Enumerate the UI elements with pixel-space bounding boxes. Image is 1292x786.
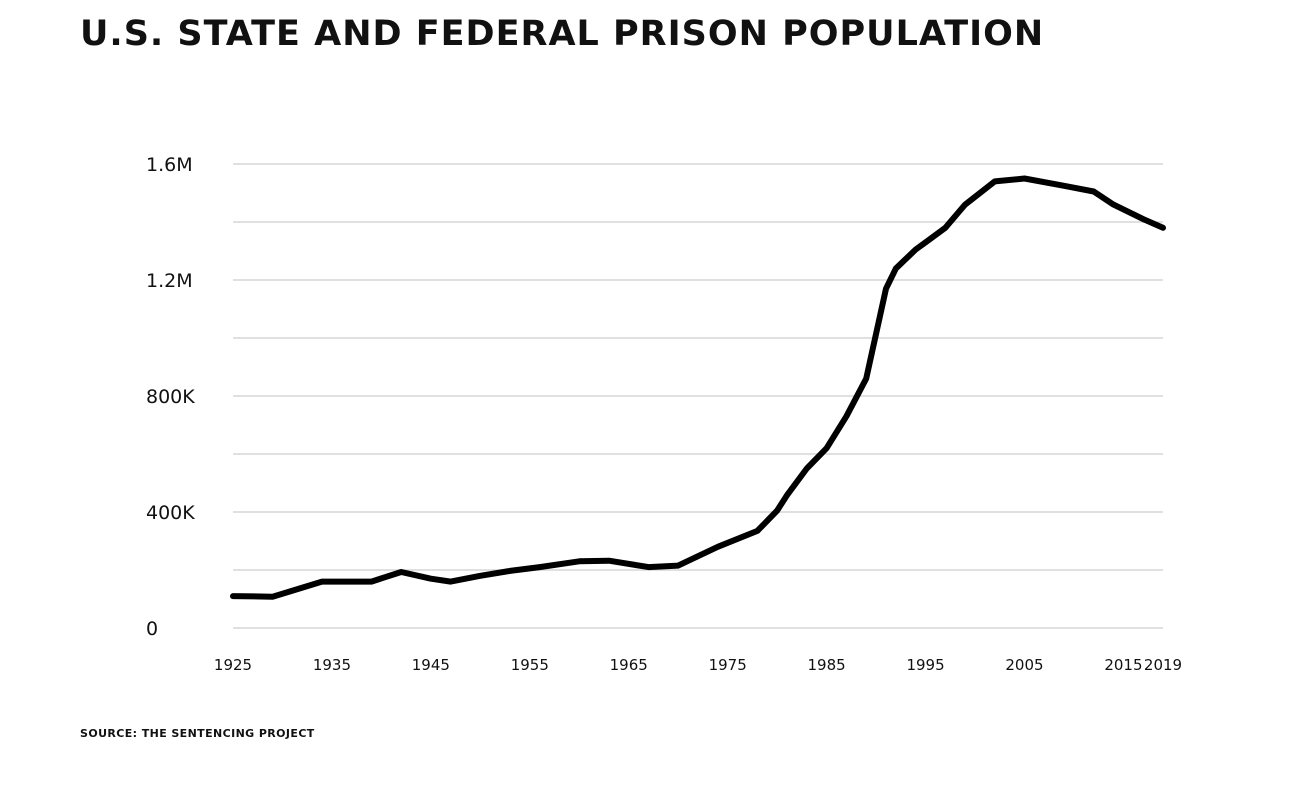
x-axis-ticks: 1925 1935 1945 1955 1965 1975 1985 1995 2005 2015… (214, 656, 1182, 674)
x-tick-label: 1935 (313, 656, 351, 674)
x-tick-label: 1965 (610, 656, 648, 674)
chart-title: U.S. STATE AND FEDERAL PRISON POPULATION (80, 14, 1045, 54)
y-tick-label: 1.6M (146, 154, 193, 176)
source-note: SOURCE: THE SENTENCING PROJECT (80, 727, 315, 740)
x-tick-label: 1995 (906, 656, 944, 674)
y-tick-label: 800K (146, 386, 195, 408)
x-tick-label: 1955 (511, 656, 549, 674)
x-tick-label: 1925 (214, 656, 252, 674)
gridlines (233, 163, 1163, 629)
y-tick-label: 0 (146, 618, 158, 640)
series-layer (230, 175, 1166, 600)
x-tick-label: 2019 (1144, 656, 1182, 674)
y-tick-label: 1.2M (146, 270, 193, 292)
x-tick-label: 1975 (709, 656, 747, 674)
series-line-0 (230, 175, 1166, 600)
x-tick-label: 1985 (808, 656, 846, 674)
y-axis-ticks: 0 400K 800K 1.2M 1.6M (146, 154, 195, 640)
x-tick-label: 1945 (412, 656, 450, 674)
y-tick-label: 400K (146, 502, 195, 524)
x-tick-label: 2015 (1104, 656, 1142, 674)
x-tick-label: 2005 (1005, 656, 1043, 674)
